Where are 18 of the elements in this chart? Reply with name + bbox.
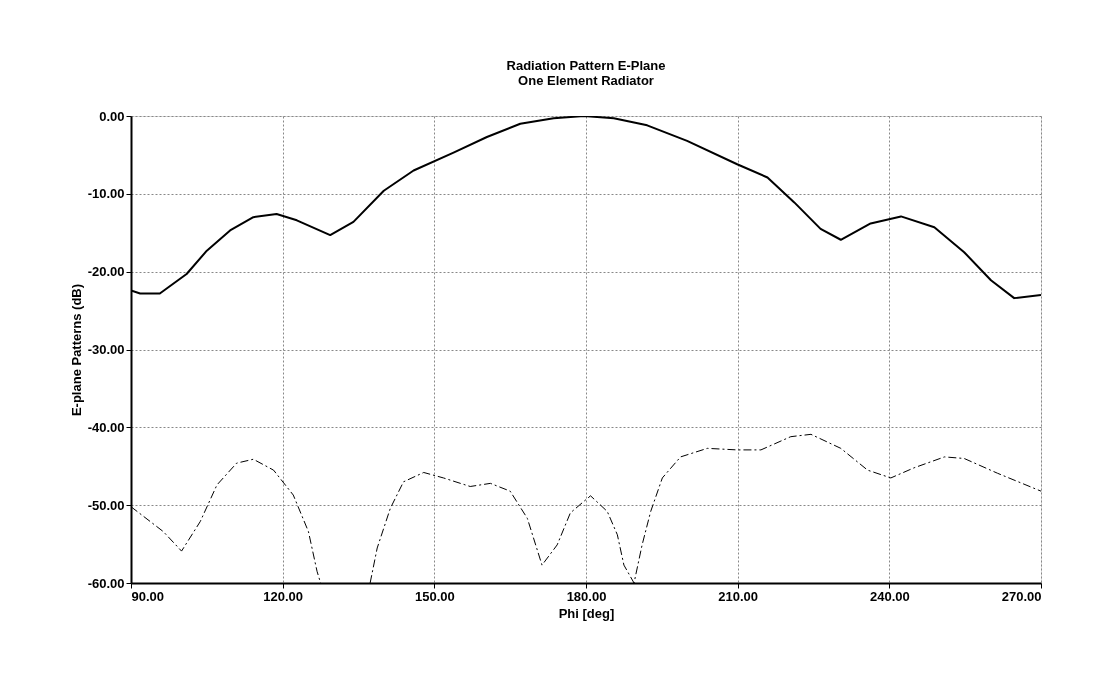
y-axis-title: E-plane Patterns (dB) [68,283,84,417]
x-axis-title: Phi [deg] [558,605,615,621]
chart-title: Radiation Pattern E-Plane [506,58,666,73]
x-tick-label: 240.00 [869,588,910,604]
x-tick-label: 180.00 [566,588,607,604]
chart-subtitle: One Element Radiator [518,73,654,88]
y-tick-label: -40.00 [87,419,125,435]
x-tick-label: 90.00 [131,588,165,604]
y-tick-label: -20.00 [87,264,125,280]
y-tick-label: 0.00 [99,108,125,124]
y-tick-label: -10.00 [87,186,125,202]
x-tick-label: 210.00 [718,588,759,604]
x-tick-label: 120.00 [263,588,304,604]
y-tick-label: -60.00 [87,575,125,591]
y-tick-label: -50.00 [87,497,125,513]
x-tick-label: 150.00 [414,588,455,604]
x-tick-label: 270.00 [1001,588,1042,604]
y-tick-label: -30.00 [87,342,125,357]
